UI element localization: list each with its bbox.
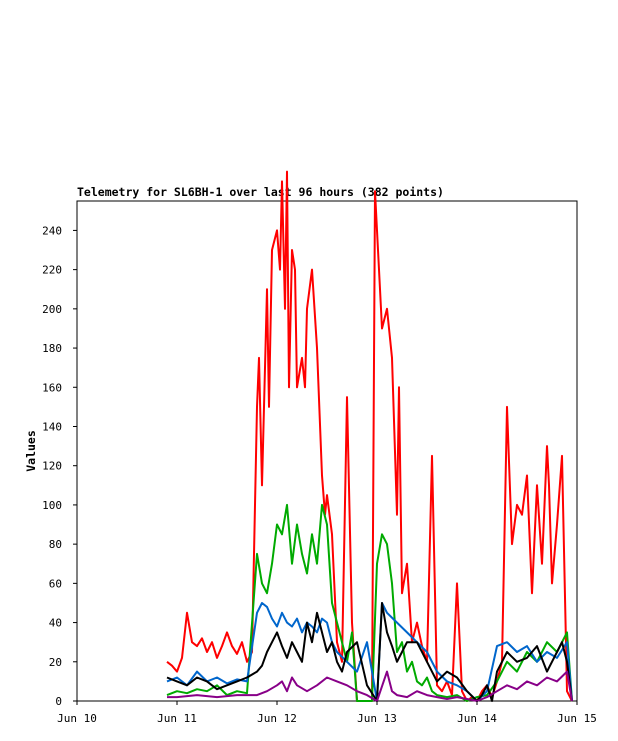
y-tick-label: 120 xyxy=(42,460,62,473)
axis-layer: 0 20 40 60 80 100 120 140 160 180 200 220 240 Jun 10 J… xyxy=(42,224,597,725)
series-1 xyxy=(166,170,573,702)
series-line xyxy=(166,602,573,702)
y-tick-label: 140 xyxy=(42,420,62,433)
x-tick-label: Jun 12 xyxy=(257,712,297,725)
y-tick-label: 40 xyxy=(49,617,62,630)
x-tick-label: Jun 11 xyxy=(157,712,197,725)
chart-title: Telemetry for SL6BH-1 over last 96 hours… xyxy=(77,185,444,199)
x-tick-label: Jun 10 xyxy=(57,712,97,725)
y-tick-label: 160 xyxy=(42,381,62,394)
plot-area xyxy=(76,200,578,702)
series-3 xyxy=(166,602,573,702)
series-4 xyxy=(166,602,573,702)
x-tick-label: Jun 14 xyxy=(457,712,497,725)
series-2 xyxy=(166,503,573,702)
y-tick-label: 60 xyxy=(49,577,62,590)
y-tick-label: 0 xyxy=(55,695,62,708)
y-tick-label: 180 xyxy=(42,342,62,355)
series-line xyxy=(166,602,573,702)
series-line xyxy=(167,670,573,702)
series-line xyxy=(166,170,573,702)
y-axis-label: Values xyxy=(24,430,38,472)
x-tick-label: Jun 15 xyxy=(557,712,597,725)
series-line xyxy=(166,503,573,702)
y-tick-label: 80 xyxy=(49,538,62,551)
series-layer xyxy=(166,170,573,702)
y-tick-label: 20 xyxy=(49,656,62,669)
y-tick-label: 100 xyxy=(42,499,62,512)
x-tick-label: Jun 13 xyxy=(357,712,397,725)
series-5 xyxy=(167,670,573,702)
y-tick-label: 240 xyxy=(42,224,62,237)
y-tick-label: 200 xyxy=(42,303,62,316)
y-tick-label: 220 xyxy=(42,264,62,277)
